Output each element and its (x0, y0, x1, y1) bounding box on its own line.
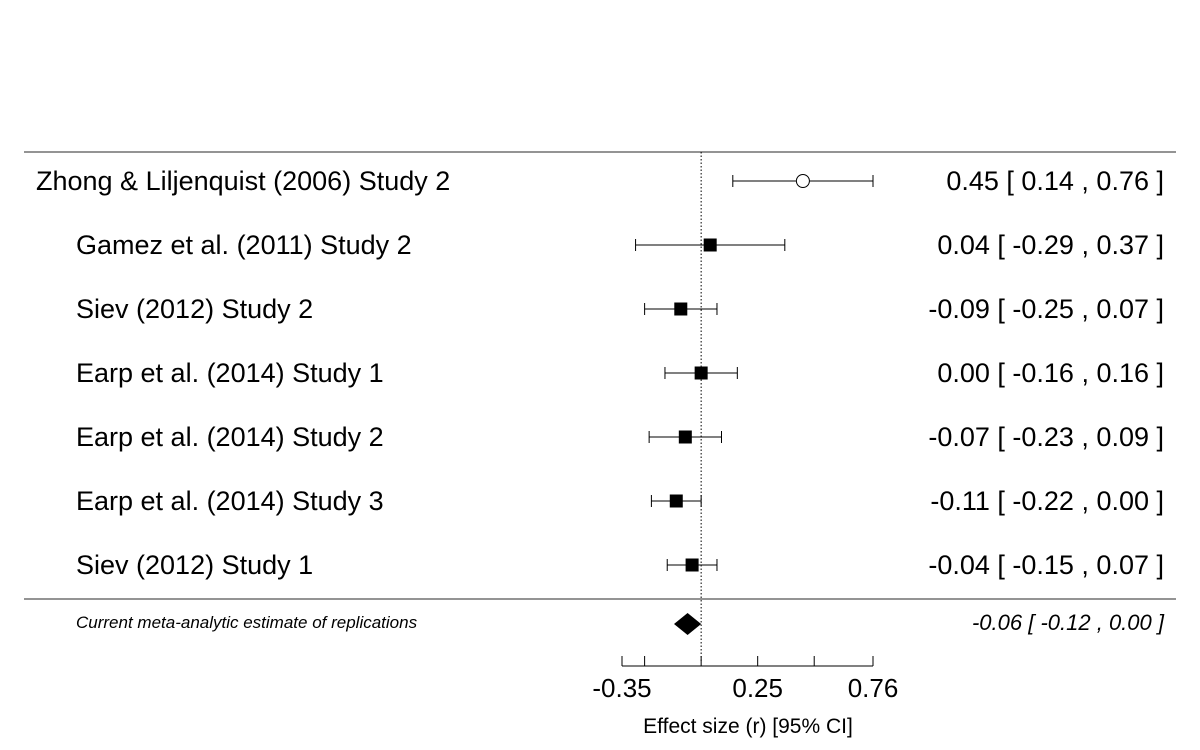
summary-diamond (674, 613, 702, 635)
original-study-ci-label: 0.45 [ 0.14 , 0.76 ] (946, 166, 1164, 196)
study-point (694, 366, 708, 380)
study-point (674, 302, 688, 316)
x-axis-tick-label: 0.76 (848, 673, 899, 703)
study-ci-label: 0.00 [ -0.16 , 0.16 ] (937, 358, 1164, 388)
study-label: Gamez et al. (2011) Study 2 (76, 230, 412, 260)
study-label: Siev (2012) Study 1 (76, 550, 313, 580)
study-point (669, 494, 683, 508)
study-ci-label: -0.11 [ -0.22 , 0.00 ] (930, 486, 1164, 516)
x-axis-tick-label: 0.25 (732, 673, 783, 703)
study-ci-label: -0.04 [ -0.15 , 0.07 ] (928, 550, 1164, 580)
x-axis-title: Effect size (r) [95% CI] (643, 715, 853, 738)
study-label: Earp et al. (2014) Study 1 (76, 358, 384, 388)
study-label: Siev (2012) Study 2 (76, 294, 313, 324)
study-point (703, 238, 717, 252)
original-study-point (795, 174, 810, 188)
summary-ci-label: -0.06 [ -0.12 , 0.00 ] (972, 610, 1165, 635)
study-ci-label: 0.04 [ -0.29 , 0.37 ] (937, 230, 1164, 260)
plot-marks: Zhong & Liljenquist (2006) Study 2 0.45 [… (36, 152, 1165, 703)
summary-label: Current meta-analytic estimate of replic… (76, 613, 418, 632)
study-label: Earp et al. (2014) Study 2 (76, 422, 384, 452)
original-study-label: Zhong & Liljenquist (2006) Study 2 (36, 166, 450, 196)
study-point (678, 430, 692, 444)
x-axis-tick-label: -0.35 (592, 673, 651, 703)
study-point (685, 558, 699, 572)
study-ci-label: -0.07 [ -0.23 , 0.09 ] (928, 422, 1164, 452)
study-ci-label: -0.09 [ -0.25 , 0.07 ] (928, 294, 1164, 324)
study-label: Earp et al. (2014) Study 3 (76, 486, 384, 516)
